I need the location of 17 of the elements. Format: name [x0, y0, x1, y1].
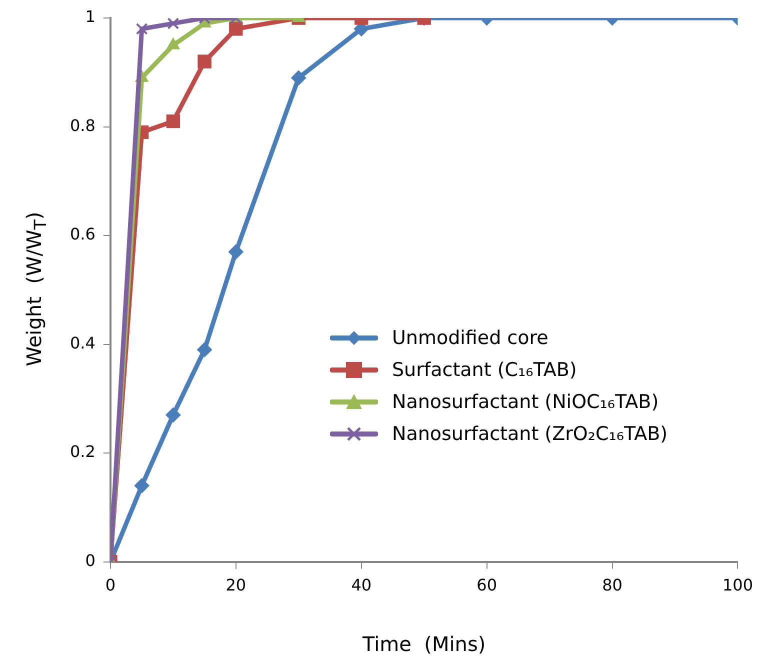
y-tick-label: 0.6	[70, 224, 96, 244]
x-tick-label: 80	[602, 576, 622, 595]
y-tick-label: 0.4	[70, 333, 96, 352]
legend-label: Surfactant (C₁₆TAB)	[392, 359, 577, 381]
y-tick-label: 1	[85, 7, 96, 26]
x-axis-title: Time (Mins)	[361, 632, 486, 656]
legend-label: Unmodified core	[392, 327, 548, 349]
y-tick-label: 0	[85, 550, 96, 570]
x-tick-label: 20	[226, 576, 246, 595]
x-tick-label: 60	[476, 576, 497, 595]
x-tick-label: 40	[351, 576, 372, 595]
y-tick-label: 0.2	[70, 442, 96, 462]
legend-label: Nanosurfactant (ZrO₂C₁₆TAB)	[392, 423, 668, 445]
x-tick-label: 100	[722, 576, 754, 595]
y-tick-label: 0.8	[70, 116, 96, 135]
legend-label: Nanosurfactant (NiOC₁₆TAB)	[392, 391, 659, 413]
x-tick-label: 0	[105, 576, 116, 595]
